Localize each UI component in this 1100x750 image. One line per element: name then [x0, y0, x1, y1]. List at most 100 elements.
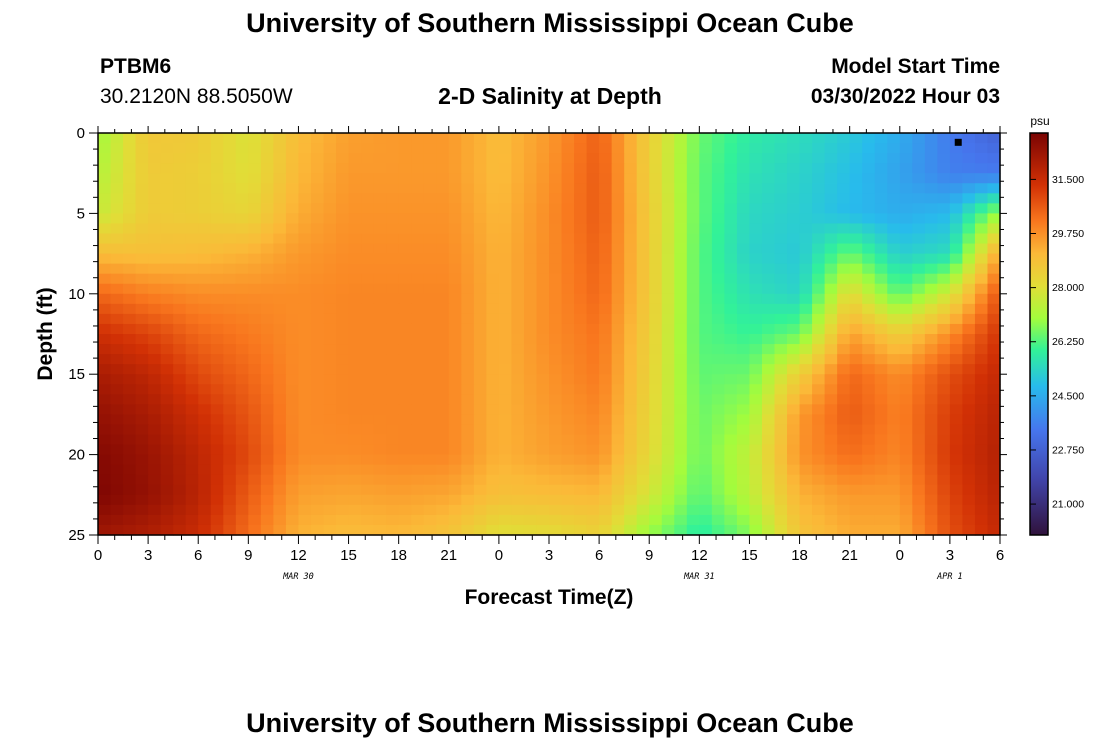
- heatmap-cell: [473, 153, 487, 164]
- heatmap-cell: [498, 354, 513, 365]
- heatmap-cell: [436, 133, 450, 144]
- heatmap-cell: [887, 514, 901, 526]
- heatmap-cell: [310, 424, 325, 436]
- heatmap-cell: [473, 193, 487, 204]
- heatmap-cell: [323, 163, 337, 174]
- heatmap-cell: [611, 374, 625, 385]
- heatmap-cell: [323, 313, 337, 325]
- heatmap-cell: [398, 444, 412, 456]
- heatmap-cell: [523, 354, 538, 365]
- heatmap-cell: [386, 163, 400, 174]
- heatmap-cell: [310, 384, 325, 395]
- heatmap-cell: [498, 414, 513, 426]
- heatmap-cell: [373, 354, 387, 365]
- heatmap-cell: [148, 394, 162, 405]
- heatmap-cell: [774, 414, 788, 426]
- heatmap-cell: [173, 293, 187, 305]
- heatmap-cell: [636, 454, 650, 466]
- heatmap-cell: [135, 183, 149, 194]
- heatmap-cell: [386, 213, 400, 225]
- heatmap-cell: [185, 334, 199, 345]
- heatmap-cell: [974, 424, 989, 436]
- heatmap-cell: [586, 163, 600, 174]
- heatmap-cell: [235, 404, 249, 415]
- heatmap-cell: [574, 364, 588, 375]
- station-id: PTBM6: [100, 55, 172, 78]
- heatmap-cell: [386, 364, 400, 375]
- heatmap-cell: [473, 434, 487, 446]
- heatmap-cell: [787, 504, 801, 516]
- heatmap-cell: [448, 153, 462, 164]
- heatmap-cell: [862, 434, 876, 446]
- heatmap-cell: [912, 494, 926, 506]
- heatmap-cell: [812, 133, 826, 144]
- heatmap-cell: [686, 394, 700, 405]
- heatmap-cell: [912, 374, 926, 385]
- heatmap-cell: [661, 153, 675, 164]
- heatmap-cell: [987, 233, 1001, 245]
- heatmap-cell: [198, 273, 212, 285]
- heatmap-cell: [373, 444, 387, 456]
- heatmap-cell: [298, 323, 312, 335]
- heatmap-cell: [498, 364, 513, 375]
- heatmap-cell: [198, 414, 212, 426]
- heatmap-cell: [235, 334, 249, 345]
- heatmap-cell: [649, 283, 663, 295]
- heatmap-cell: [235, 484, 249, 496]
- heatmap-cell: [586, 253, 600, 265]
- heatmap-cell: [260, 364, 274, 375]
- heatmap-cell: [561, 414, 575, 426]
- heatmap-cell: [486, 223, 500, 235]
- heatmap-cell: [210, 243, 224, 255]
- heatmap-cell: [787, 464, 801, 476]
- heatmap-cell: [361, 273, 375, 285]
- heatmap-cell: [799, 494, 813, 506]
- heatmap-cell: [423, 464, 437, 476]
- heatmap-cell: [599, 313, 613, 325]
- heatmap-cell: [924, 163, 938, 174]
- heatmap-cell: [924, 394, 938, 405]
- heatmap-cell: [148, 143, 162, 154]
- heatmap-cell: [148, 193, 162, 204]
- heatmap-cell: [461, 223, 475, 235]
- heatmap-cell: [348, 444, 362, 456]
- heatmap-cell: [649, 203, 663, 214]
- heatmap-cell: [523, 173, 538, 184]
- heatmap-cell: [285, 364, 300, 375]
- heatmap-cell: [674, 354, 688, 365]
- heatmap-cell: [348, 504, 362, 516]
- heatmap-cell: [899, 464, 913, 476]
- heatmap-cell: [398, 524, 412, 536]
- heatmap-cell: [824, 524, 838, 536]
- heatmap-cell: [962, 454, 976, 466]
- heatmap-cell: [887, 223, 901, 235]
- heatmap-cell: [135, 334, 149, 345]
- heatmap-cell: [899, 133, 913, 144]
- heatmap-cell: [135, 173, 149, 184]
- heatmap-cell: [310, 394, 325, 405]
- heatmap-cell: [649, 524, 663, 536]
- y-tick-label: 15: [68, 366, 85, 383]
- heatmap-cell: [98, 263, 112, 275]
- heatmap-cell: [924, 153, 938, 164]
- heatmap-cell: [937, 173, 951, 184]
- heatmap-cell: [849, 203, 863, 214]
- heatmap-cell: [924, 303, 938, 315]
- heatmap-cell: [348, 323, 362, 335]
- heatmap-cell: [373, 424, 387, 436]
- heatmap-cell: [962, 354, 976, 365]
- heatmap-cell: [361, 173, 375, 184]
- heatmap-cell: [887, 213, 901, 225]
- heatmap-cell: [574, 273, 588, 285]
- heatmap-cell: [361, 374, 375, 385]
- heatmap-cell: [260, 374, 274, 385]
- heatmap-cell: [336, 313, 350, 325]
- heatmap-cell: [774, 143, 788, 154]
- heatmap-cell: [461, 444, 475, 456]
- heatmap-cell: [611, 434, 625, 446]
- heatmap-cell: [398, 364, 412, 375]
- heatmap-cell: [711, 213, 725, 225]
- heatmap-cell: [523, 454, 538, 466]
- heatmap-cell: [987, 313, 1001, 325]
- heatmap-cell: [787, 474, 801, 486]
